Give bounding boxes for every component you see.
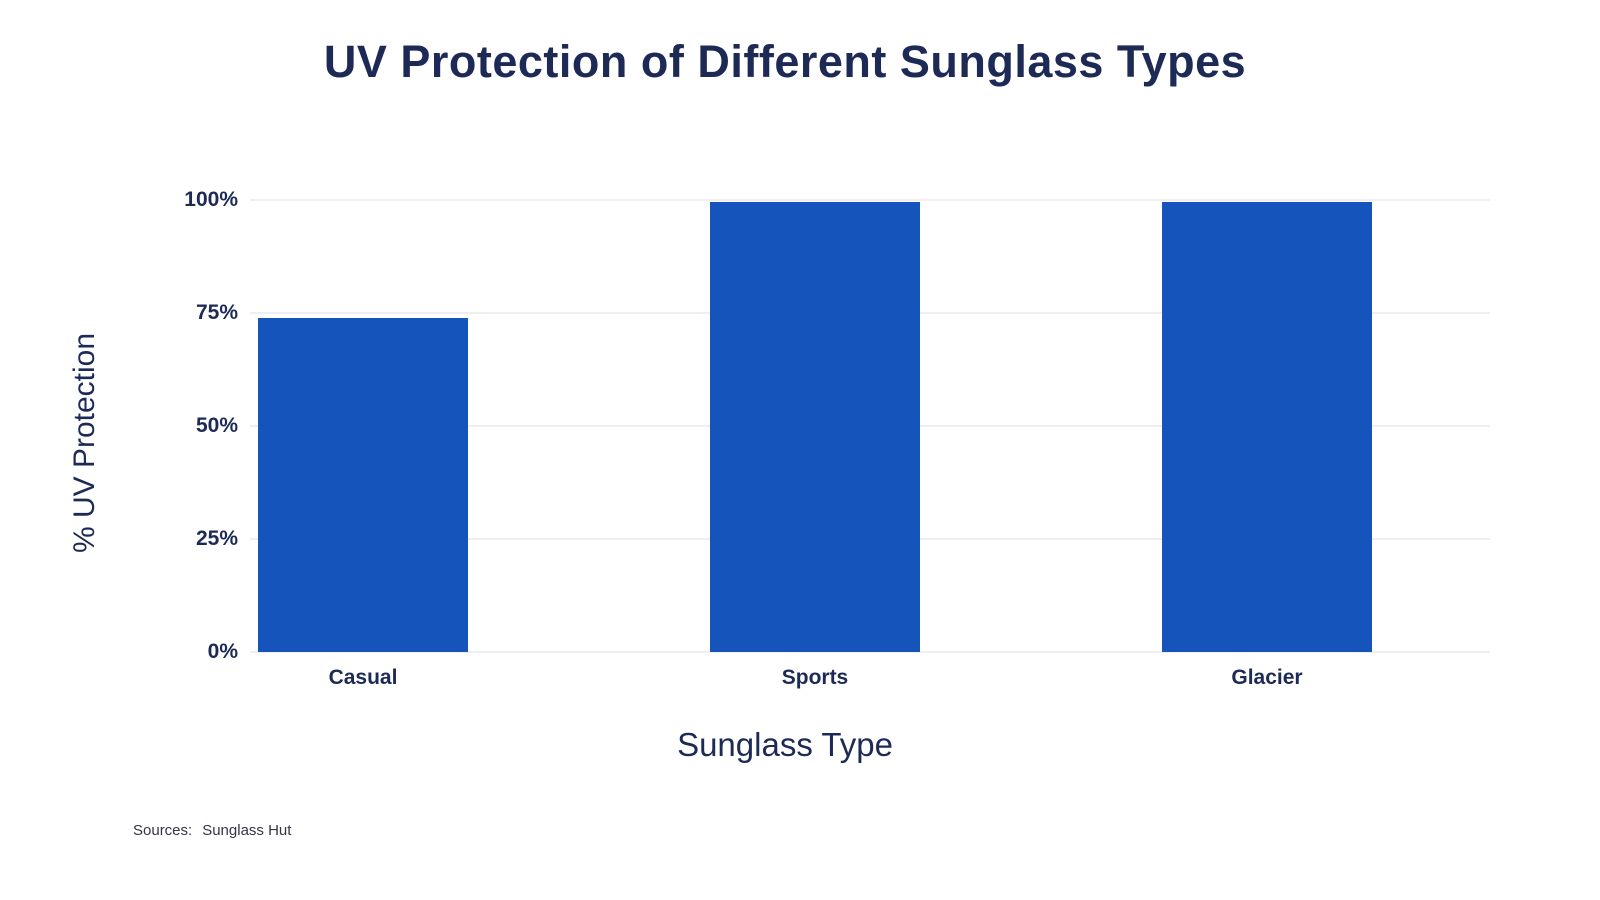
x-tick-label: Sports xyxy=(781,666,849,689)
x-tick-label: Casual xyxy=(328,666,398,689)
y-tick-label: 25% xyxy=(195,527,238,550)
gridline xyxy=(250,651,1490,653)
chart-title: UV Protection of Different Sunglass Type… xyxy=(323,36,1247,87)
bar-casual xyxy=(258,317,468,652)
x-axis-title: Sunglass Type xyxy=(677,726,893,763)
y-tick-label: 0% xyxy=(207,640,238,663)
source-note: Sources: Sunglass Hut xyxy=(133,822,291,839)
y-axis-title: % UV Protection xyxy=(68,332,101,554)
source-label: Sources: xyxy=(133,822,193,839)
bar-sports xyxy=(710,202,920,652)
y-tick-label: 100% xyxy=(184,188,238,211)
bar-glacier xyxy=(1162,202,1372,652)
source-value: Sunglass Hut xyxy=(202,822,292,839)
gridline xyxy=(250,199,1490,201)
plot-area: 0% 25% 50% 75% 100% Casual Sports Glacier xyxy=(184,188,1490,689)
x-tick-label: Glacier xyxy=(1231,666,1303,689)
y-tick-label: 75% xyxy=(195,301,238,324)
y-tick-label: 50% xyxy=(195,414,238,437)
